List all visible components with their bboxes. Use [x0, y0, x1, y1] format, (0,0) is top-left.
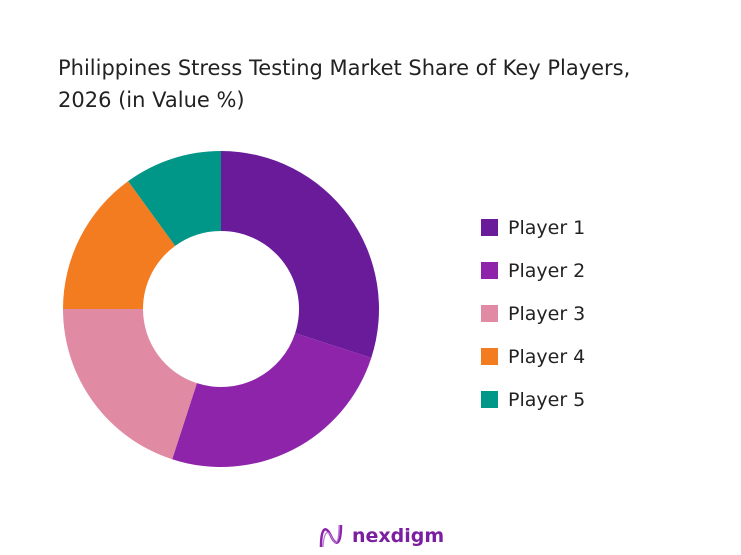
legend-item: Player 2 — [481, 249, 585, 292]
legend-swatch — [481, 391, 498, 408]
slice-player-4 — [63, 181, 176, 309]
logo-wave-icon — [319, 524, 343, 548]
legend-item: Player 5 — [481, 378, 585, 421]
logo-text: nexdigm — [352, 525, 445, 547]
slice-player-2 — [172, 333, 372, 468]
legend-label: Player 5 — [508, 388, 586, 411]
legend: Player 1 Player 2 Player 3 Player 4 Player 5 — [481, 206, 585, 421]
chart-title: Philippines Stress Testing Market Share … — [58, 56, 631, 112]
nexdigm-logo: nexdigm — [318, 523, 444, 549]
legend-swatch — [481, 219, 498, 236]
slice-player-5 — [128, 151, 221, 246]
legend-label: Player 3 — [508, 302, 586, 325]
legend-swatch — [481, 305, 498, 322]
legend-item: Player 1 — [481, 206, 585, 249]
legend-label: Player 4 — [508, 345, 586, 368]
slice-player-3 — [63, 309, 197, 460]
legend-swatch — [481, 262, 498, 279]
legend-label: Player 1 — [508, 216, 586, 239]
legend-label: Player 2 — [508, 259, 586, 282]
legend-item: Player 3 — [481, 292, 585, 335]
slice-player-1 — [221, 151, 379, 358]
legend-swatch — [481, 348, 498, 365]
legend-item: Player 4 — [481, 335, 585, 378]
